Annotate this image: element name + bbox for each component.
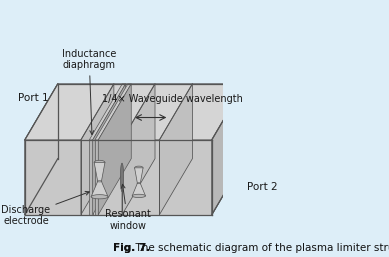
Text: The schematic diagram of the plasma limiter structure: The schematic diagram of the plasma limi… — [129, 243, 389, 253]
Text: Inductance
diaphragm: Inductance diaphragm — [62, 49, 116, 134]
Ellipse shape — [97, 181, 102, 182]
Text: 1/4× Waveguide wavelength: 1/4× Waveguide wavelength — [102, 94, 243, 104]
Polygon shape — [93, 84, 126, 215]
Polygon shape — [98, 84, 131, 215]
Text: Fig. 7.: Fig. 7. — [113, 243, 150, 253]
Polygon shape — [135, 168, 143, 183]
Polygon shape — [212, 84, 245, 215]
Ellipse shape — [94, 160, 105, 165]
Text: Discharge
electrode: Discharge electrode — [1, 191, 89, 226]
Text: Port 2: Port 2 — [247, 182, 278, 192]
Ellipse shape — [91, 195, 108, 199]
Ellipse shape — [120, 163, 124, 191]
Polygon shape — [89, 84, 126, 140]
Polygon shape — [25, 159, 245, 215]
Ellipse shape — [135, 166, 143, 170]
Polygon shape — [95, 140, 98, 215]
Polygon shape — [122, 84, 155, 215]
Polygon shape — [81, 84, 114, 215]
Polygon shape — [25, 140, 212, 215]
Ellipse shape — [132, 194, 145, 198]
Polygon shape — [159, 84, 193, 215]
Polygon shape — [58, 84, 245, 159]
Polygon shape — [95, 84, 131, 140]
Polygon shape — [132, 183, 145, 196]
Polygon shape — [25, 84, 245, 140]
Text: Port 1: Port 1 — [18, 93, 49, 103]
Ellipse shape — [137, 183, 141, 184]
Polygon shape — [25, 84, 58, 215]
Polygon shape — [91, 181, 108, 197]
Text: Fig. 7.: Fig. 7. — [113, 243, 150, 253]
Polygon shape — [94, 162, 105, 181]
Polygon shape — [89, 140, 93, 215]
Text: Resonant
window: Resonant window — [105, 184, 151, 231]
